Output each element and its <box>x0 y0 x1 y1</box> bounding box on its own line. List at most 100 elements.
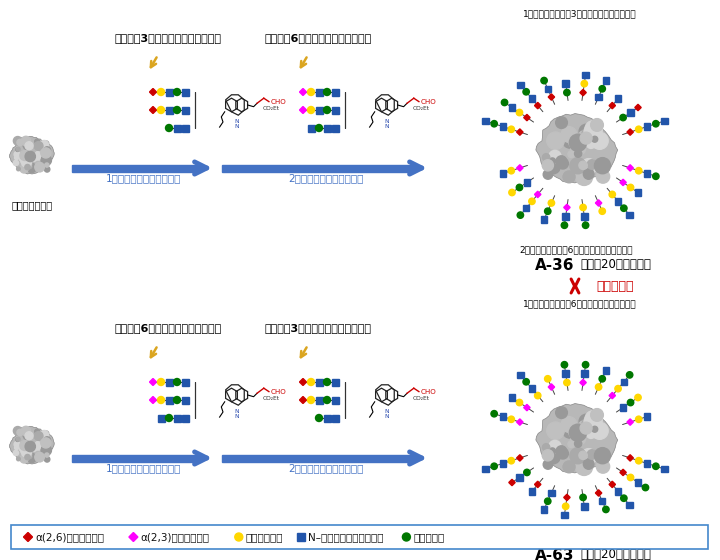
Circle shape <box>44 147 50 153</box>
Bar <box>482 118 489 124</box>
Circle shape <box>528 198 535 204</box>
Bar <box>181 379 189 385</box>
Circle shape <box>174 396 181 404</box>
Circle shape <box>568 424 583 438</box>
Circle shape <box>35 142 43 150</box>
Polygon shape <box>509 479 516 486</box>
Bar <box>582 72 589 78</box>
Circle shape <box>621 495 627 501</box>
Circle shape <box>584 124 600 141</box>
Circle shape <box>35 162 45 172</box>
Bar <box>595 94 602 100</box>
Circle shape <box>587 134 598 146</box>
Circle shape <box>582 128 595 140</box>
Polygon shape <box>129 533 138 542</box>
Circle shape <box>41 445 51 455</box>
Circle shape <box>23 141 32 150</box>
Circle shape <box>22 447 32 457</box>
Circle shape <box>570 448 586 464</box>
Circle shape <box>27 164 36 172</box>
Bar <box>544 86 551 92</box>
Circle shape <box>24 440 32 446</box>
Circle shape <box>323 396 330 404</box>
Circle shape <box>588 450 597 459</box>
Circle shape <box>563 424 577 438</box>
Circle shape <box>543 460 553 469</box>
Circle shape <box>581 158 597 175</box>
Circle shape <box>652 173 659 179</box>
Circle shape <box>523 379 529 385</box>
Polygon shape <box>620 469 626 475</box>
Circle shape <box>174 88 181 96</box>
Polygon shape <box>534 191 541 198</box>
Circle shape <box>570 424 587 441</box>
Circle shape <box>615 385 621 392</box>
Polygon shape <box>300 106 307 114</box>
Bar <box>500 170 506 177</box>
Polygon shape <box>300 88 307 96</box>
Circle shape <box>41 148 51 158</box>
Circle shape <box>563 171 575 183</box>
Circle shape <box>581 81 588 87</box>
Circle shape <box>44 437 50 444</box>
Circle shape <box>578 421 590 433</box>
Circle shape <box>491 120 498 127</box>
Circle shape <box>25 151 35 162</box>
Bar <box>222 165 412 171</box>
Circle shape <box>166 414 173 422</box>
Text: N
N: N N <box>234 409 239 419</box>
Circle shape <box>636 416 642 422</box>
Circle shape <box>534 393 541 399</box>
Circle shape <box>549 151 561 162</box>
Bar <box>482 466 489 472</box>
Polygon shape <box>300 379 307 385</box>
Circle shape <box>40 431 49 439</box>
Circle shape <box>35 155 40 160</box>
Circle shape <box>548 200 554 206</box>
Bar <box>331 106 338 114</box>
Circle shape <box>40 438 45 443</box>
Polygon shape <box>635 104 642 111</box>
Circle shape <box>627 399 634 406</box>
Circle shape <box>508 167 515 174</box>
Circle shape <box>603 506 609 512</box>
Circle shape <box>635 394 642 401</box>
Circle shape <box>323 88 330 96</box>
Circle shape <box>508 458 515 464</box>
Circle shape <box>652 120 659 127</box>
Circle shape <box>20 455 28 463</box>
Circle shape <box>564 90 570 96</box>
Circle shape <box>596 170 610 183</box>
Circle shape <box>578 130 590 143</box>
Circle shape <box>28 440 31 444</box>
Polygon shape <box>609 481 616 488</box>
Text: 2回目に導入された6の糖鎖コンビネーション: 2回目に導入された6の糖鎖コンビネーション <box>519 245 633 254</box>
Bar <box>158 414 164 422</box>
Bar <box>581 371 588 377</box>
Text: 1回目の理研クリック反応: 1回目の理研クリック反応 <box>106 173 181 183</box>
Circle shape <box>585 120 603 138</box>
Circle shape <box>19 157 22 161</box>
Circle shape <box>17 167 20 171</box>
Circle shape <box>544 208 551 214</box>
Circle shape <box>14 441 20 447</box>
Circle shape <box>587 424 598 436</box>
Polygon shape <box>548 384 554 390</box>
Text: 全部で20分子の糖鎖: 全部で20分子の糖鎖 <box>580 259 651 272</box>
Bar <box>615 488 621 494</box>
Circle shape <box>491 463 498 469</box>
Bar <box>528 95 535 102</box>
Circle shape <box>35 445 40 450</box>
Circle shape <box>517 212 523 218</box>
Bar <box>72 165 197 171</box>
Circle shape <box>542 450 554 461</box>
Text: 選ばれた3の糖鎖コンビネーション: 選ばれた3の糖鎖コンビネーション <box>264 323 372 333</box>
Circle shape <box>571 141 586 156</box>
Circle shape <box>561 222 567 228</box>
Circle shape <box>609 191 616 198</box>
Circle shape <box>579 161 588 170</box>
Bar <box>315 88 323 96</box>
Circle shape <box>174 106 181 114</box>
Bar <box>615 95 621 102</box>
Circle shape <box>17 457 20 461</box>
